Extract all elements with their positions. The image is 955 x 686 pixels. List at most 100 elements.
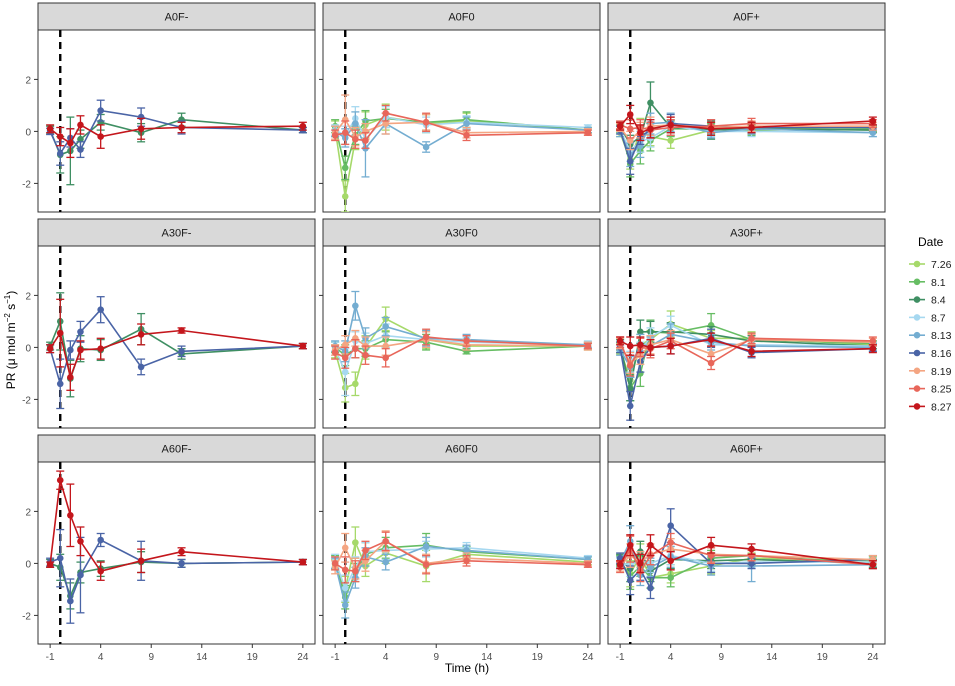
data-point [178,548,185,555]
data-point [77,346,84,354]
data-point [56,476,64,484]
legend-title: Date [918,235,944,249]
data-point [616,561,624,568]
x-tick-label: -1 [46,652,55,663]
data-point [362,547,369,554]
data-point [352,567,359,575]
x-tick-label: 4 [668,652,674,663]
series-8-25 [331,328,592,369]
data-point [626,362,634,369]
legend-swatch-point [913,260,921,268]
y-tick-label: 0 [25,127,31,138]
data-point [341,341,349,349]
series-8-27 [46,298,307,391]
series-8-27 [616,332,877,358]
legend-item-8-25: 8.25 [909,384,952,396]
legend-item-8-13: 8.13 [909,330,952,342]
panel-title: A30F0 [445,228,477,240]
data-point [137,125,145,133]
panel-a0f0: A0F0 [319,2,601,213]
legend-label: 8.1 [931,277,946,289]
data-point [341,368,349,376]
data-point [352,120,359,127]
legend-label: 8.4 [931,295,946,307]
y-tick-label: 0 [25,559,31,570]
data-point [299,558,307,566]
data-point [178,124,185,131]
x-tick-label: -1 [616,652,625,663]
data-point [56,380,64,388]
x-tick-label: 4 [383,652,389,663]
panel-a60fminus: A60F- -2 0 2 -1 4 9 14 19 24 [22,434,316,663]
data-point [748,560,755,567]
data-point [869,129,877,136]
data-point [748,335,755,342]
data-point [352,539,359,546]
data-point [647,541,654,549]
legend: Date 7.26 8.1 8.4 8.7 8.13 8.16 8.19 8.25 8.27 [909,235,952,413]
data-point [56,554,64,562]
data-point [626,158,634,165]
data-point [667,574,674,581]
data-point [637,560,644,567]
series-8-25 [331,531,592,584]
data-point [67,374,74,381]
data-point [46,125,54,133]
panel-data [46,99,307,186]
legend-swatch-point [913,278,921,286]
x-tick-label: 9 [718,652,724,663]
y-tick-label: 0 [25,343,31,354]
panel-data [331,94,592,212]
series-line [49,329,304,381]
panel-a30f0: A30F0 [319,218,601,429]
data-point [331,349,339,356]
data-point [667,342,674,350]
series-line [49,479,303,573]
data-point [77,538,84,545]
data-point [626,111,634,118]
data-point [46,561,54,568]
x-tick-label: 9 [148,652,154,663]
x-tick-label: 4 [98,652,104,663]
data-point [46,345,54,353]
data-point [667,557,674,565]
panel-title: A60F- [162,444,192,456]
data-point [341,601,349,609]
legend-label: 7.26 [931,259,952,271]
panel-title: A60F0 [445,444,477,456]
data-point [422,143,430,151]
data-point [97,306,104,314]
data-point [626,125,634,133]
data-point [647,125,654,133]
data-point [67,512,74,519]
panel-plot-area [37,245,316,429]
data-point [77,135,84,143]
data-point [707,336,715,343]
data-point [299,342,307,350]
panel-data [331,290,592,403]
x-axis-label: Time (h) [445,661,489,675]
data-point [382,342,389,350]
x-tick-label: 9 [433,652,439,663]
data-point [382,323,389,330]
x-tick-label: 14 [766,652,778,663]
data-point [584,129,592,136]
series-8-27 [616,534,877,574]
data-point [362,351,369,359]
legend-item-8-1: 8.1 [909,277,946,289]
y-tick-label: 2 [25,291,31,302]
legend-label: 8.25 [931,384,952,396]
data-point [584,342,592,350]
panel-a60f0: A60F0 -1 4 9 14 19 24 [319,434,601,663]
data-point [77,121,84,129]
data-point [463,557,470,565]
data-point [667,522,674,529]
ylabel-mol: mol m [4,322,18,358]
panel-title: A30F- [162,228,192,240]
data-point [341,544,349,552]
legend-swatch-point [913,314,921,321]
data-point [137,363,145,371]
series-line [334,545,588,608]
panel-data [46,292,307,410]
